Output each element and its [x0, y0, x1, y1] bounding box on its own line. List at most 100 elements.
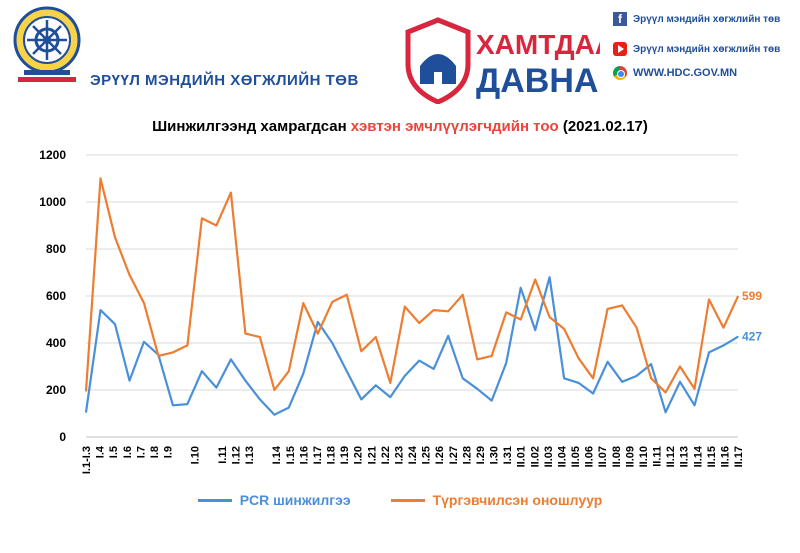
series-line-1 — [84, 177, 739, 394]
x-tick-label: II.05 — [570, 446, 582, 467]
x-tick-label: I.10 — [190, 446, 202, 464]
data-point — [99, 177, 102, 180]
data-point — [302, 372, 304, 375]
data-point — [476, 358, 478, 361]
social-youtube[interactable]: Эрүүл мэндийн хөгжлийн төв — [613, 42, 780, 56]
x-tick-label: I.22 — [380, 446, 392, 464]
end-value-label: 427 — [742, 330, 762, 344]
x-tick-label: II.15 — [706, 446, 718, 467]
data-point — [114, 236, 116, 238]
data-point — [404, 375, 406, 377]
data-point — [708, 298, 710, 301]
x-tick-label: I.17 — [312, 446, 324, 464]
data-point — [592, 392, 594, 395]
campaign-line2: ДАВНА — [476, 62, 598, 100]
organization-name: ЭРҮҮЛ МЭНДИЙН ХӨГЖЛИЙН ТӨВ — [90, 72, 359, 89]
x-tick-label: I.12 — [230, 446, 242, 464]
legend-item-pcr: PCR шинжилгээ — [197, 492, 351, 508]
data-point — [578, 357, 580, 359]
website-label: WWW.HDC.GOV.MN — [633, 67, 738, 79]
x-tick-label: I.5 — [108, 446, 120, 458]
x-tick-label: I.31 — [502, 446, 514, 464]
data-point — [737, 295, 739, 297]
data-point — [520, 287, 522, 289]
data-point — [679, 365, 681, 368]
data-point — [549, 316, 551, 318]
facebook-icon: f — [613, 12, 627, 26]
data-point — [635, 375, 638, 377]
data-point — [317, 333, 319, 335]
data-point — [621, 381, 623, 383]
x-tick-label: II.12 — [665, 446, 677, 467]
data-point — [520, 318, 522, 321]
data-point — [259, 398, 261, 400]
data-point — [201, 217, 203, 220]
x-tick-label: II.02 — [529, 446, 541, 467]
data-point — [563, 377, 565, 379]
x-tick-label: I.18 — [326, 446, 338, 464]
data-point — [664, 411, 667, 413]
x-tick-label: I.4 — [95, 445, 107, 458]
x-tick-label: II.08 — [611, 446, 623, 467]
legend-swatch-pcr — [197, 498, 232, 502]
data-point — [302, 302, 304, 304]
x-tick-label: II.14 — [692, 445, 704, 467]
campaign-logo: ХАМТДАА ДАВНА — [405, 17, 600, 104]
y-tick-label: 1000 — [39, 195, 66, 209]
data-point — [404, 305, 406, 308]
legend-label-rapid: Түргэвчилсэн оношлуур — [432, 492, 603, 508]
x-tick-label: I.23 — [393, 446, 405, 464]
data-point — [346, 370, 348, 372]
x-tick-label: II.10 — [638, 446, 650, 467]
social-facebook[interactable]: f Эрүүл мэндийн хөгжлийн төв — [613, 12, 780, 26]
data-point — [375, 336, 377, 338]
data-point — [143, 302, 145, 304]
y-tick-label: 0 — [59, 430, 66, 444]
data-point — [128, 274, 131, 276]
data-point — [534, 278, 536, 281]
data-point — [491, 399, 493, 402]
data-point — [592, 377, 594, 379]
data-point — [607, 308, 609, 310]
data-point — [317, 321, 319, 323]
data-point — [128, 380, 131, 382]
data-point — [99, 309, 102, 311]
y-tick-label: 600 — [46, 289, 66, 303]
x-tick-label: II.03 — [543, 446, 555, 467]
chart-legend: PCR шинжилгээ Түргэвчилсэн оношлуур — [0, 492, 800, 508]
data-point — [433, 309, 435, 311]
x-tick-label: I.7 — [135, 446, 147, 458]
data-point — [331, 342, 333, 344]
data-point — [722, 344, 725, 346]
data-point — [346, 294, 348, 296]
x-tick-label: II.09 — [624, 446, 636, 467]
data-point — [635, 327, 638, 329]
x-tick-label: II.07 — [597, 446, 609, 467]
y-tick-label: 1200 — [39, 148, 66, 162]
x-tick-label: I.14 — [271, 445, 283, 464]
data-point — [259, 336, 261, 338]
data-point — [273, 414, 275, 416]
data-point — [447, 310, 449, 312]
social-website[interactable]: WWW.HDC.GOV.MN — [613, 66, 737, 80]
dharma-wheel-emblem-icon — [13, 6, 81, 82]
youtube-label: Эрүүл мэндийн хөгжлийн төв — [633, 43, 781, 55]
data-point — [418, 322, 420, 324]
data-point — [664, 391, 667, 393]
data-point — [462, 294, 464, 296]
legend-item-rapid: Түргэвчилсэн оношлуур — [390, 492, 603, 508]
data-point — [708, 351, 710, 353]
x-tick-label: I.11 — [217, 446, 229, 464]
data-point — [722, 327, 725, 329]
data-point — [273, 389, 275, 391]
facebook-label: Эрүүл мэндийн хөгжлийн төв — [633, 13, 781, 25]
legend-label-pcr: PCR шинжилгээ — [239, 492, 351, 508]
data-point — [549, 276, 551, 278]
data-point — [650, 377, 652, 379]
y-tick-label: 800 — [46, 242, 66, 256]
data-point — [360, 350, 362, 352]
data-point — [418, 360, 420, 362]
x-tick-label: I.19 — [339, 446, 351, 464]
x-tick-label: I.8 — [149, 446, 161, 458]
